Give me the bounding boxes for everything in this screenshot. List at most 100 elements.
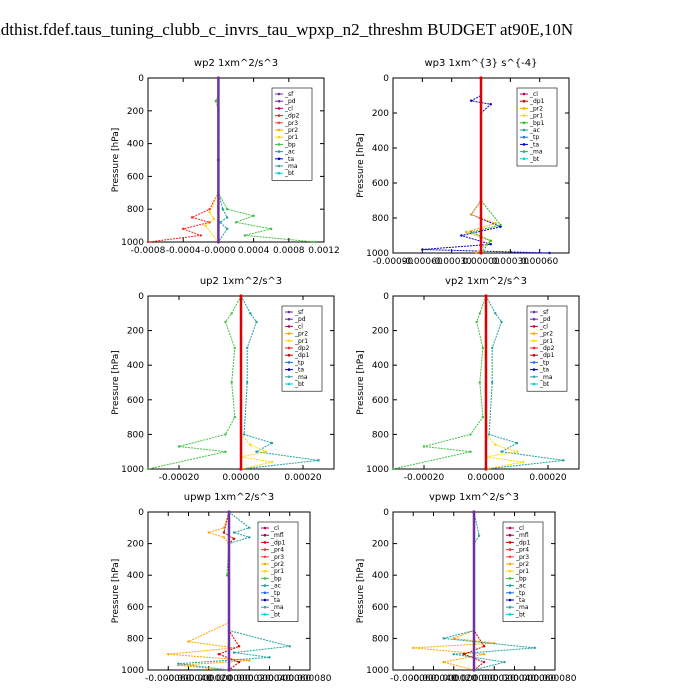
data-point-ac	[242, 433, 246, 436]
legend-label: _bt	[294, 381, 305, 388]
legend-label: _ta	[270, 597, 280, 604]
y-tick-label: 1000	[121, 666, 144, 676]
chart-panel-5: upwp 1xm^2/s^3 Pressure [hPa] 0 200 400 600 80…	[111, 492, 332, 684]
y-tick-label: 1000	[366, 249, 389, 259]
legend-marker	[508, 591, 512, 595]
legend-label: _ta	[539, 367, 549, 374]
legend-label: _bt	[539, 381, 550, 388]
legend-marker	[277, 92, 281, 96]
data-point-pr2	[167, 653, 170, 656]
legend-label: _tp	[270, 590, 280, 597]
y-axis-label: Pressure [hPa]	[111, 350, 121, 415]
legend-label: _ac	[529, 127, 540, 134]
y-tick-label: 1000	[366, 465, 389, 475]
x-tick-label: 0.00020	[529, 473, 566, 483]
legend-marker	[263, 541, 267, 544]
legend-marker	[263, 584, 267, 587]
data-point-dp2	[146, 240, 150, 244]
legend-label: _pr2	[515, 561, 529, 568]
data-point-pr1	[515, 450, 519, 453]
legend-marker	[522, 99, 526, 103]
legend-label: _dp1	[529, 98, 545, 105]
data-point-bp1	[470, 230, 473, 234]
legend-marker	[532, 368, 536, 371]
data-point-pr1	[522, 460, 525, 464]
y-axis-label: Pressure [hPa]	[356, 559, 366, 624]
y-tick-label: 400	[127, 571, 144, 581]
data-point-bp	[252, 214, 255, 217]
series-line-dp2	[147, 78, 219, 243]
legend-marker	[508, 555, 512, 559]
data-point-ac	[232, 651, 236, 654]
data-point-ac	[515, 441, 519, 445]
data-point-bp	[314, 240, 317, 244]
data-point-bp	[478, 312, 481, 315]
y-tick-label: 600	[127, 172, 144, 182]
y-axis-label: Pressure [hPa]	[111, 559, 121, 624]
data-point-bp1	[489, 239, 492, 242]
data-point-pr2	[412, 646, 415, 650]
data-point-bp	[478, 381, 481, 384]
series-line-pr1	[204, 78, 219, 243]
data-point-pr2	[187, 640, 190, 643]
data-point-ac	[503, 660, 506, 664]
legend-marker	[532, 375, 536, 379]
x-tick-label: 0.000080	[534, 674, 577, 684]
x-tick-label: 0.0012	[308, 246, 340, 256]
legend-label: _dp2	[539, 345, 555, 352]
y-tick-label: 200	[372, 327, 389, 337]
data-point-sf	[227, 510, 231, 514]
x-tick-label: 0.000060	[268, 674, 311, 684]
data-point-bp	[224, 320, 227, 324]
data-point-pr2	[248, 659, 251, 662]
legend-marker	[508, 533, 512, 537]
legend-label: _pd	[284, 98, 296, 105]
legend-marker	[522, 143, 526, 146]
legend-label: _tp	[294, 359, 304, 366]
data-point-ac	[226, 216, 229, 219]
data-point-bp	[481, 346, 485, 350]
data-point-bp	[391, 467, 395, 471]
data-point-red_line	[479, 251, 483, 255]
data-point-ac	[270, 441, 274, 445]
legend-label: _bt	[270, 611, 281, 618]
data-point-bp	[177, 445, 181, 448]
x-tick-label: 0.00000	[467, 473, 504, 483]
data-point-bp1	[499, 223, 502, 227]
series-line-ac	[485, 295, 564, 470]
legend-marker	[263, 548, 267, 551]
data-point-dp1	[482, 660, 486, 664]
chart-title: vpwp 1xm^2/s^3	[429, 492, 519, 503]
legend-marker	[287, 382, 291, 386]
data-point-pr2	[482, 653, 486, 656]
data-point-pr2	[465, 230, 468, 234]
data-point-ac	[255, 320, 258, 324]
data-point-bp	[146, 467, 150, 471]
data-point-bp	[230, 312, 233, 315]
data-point-ta	[499, 225, 502, 228]
x-tick-label: 0.00030	[492, 257, 529, 267]
plot-frame	[147, 77, 325, 243]
y-tick-label: 800	[127, 430, 144, 440]
chart-panel-2: wp3 1xm^{3} s^{-4} Pressure [hPa] 0 200 400 6…	[356, 58, 570, 267]
legend-marker	[508, 584, 512, 587]
legend-label: _pr4	[270, 547, 284, 554]
data-point-ac	[248, 536, 251, 539]
data-point-ta	[460, 234, 463, 237]
y-tick-label: 400	[372, 144, 389, 154]
legend-label: _pr1	[270, 568, 284, 575]
legend-label: _ma	[294, 374, 308, 381]
data-point-red_line	[239, 467, 243, 471]
legend-label: _pr2	[270, 561, 284, 568]
legend-marker	[287, 325, 291, 328]
data-point-red_line	[239, 294, 243, 298]
legend-marker	[287, 346, 291, 350]
series-line-bp1	[469, 78, 502, 254]
data-point-dp2	[199, 234, 202, 237]
legend-label: _ma	[270, 604, 284, 611]
y-tick-label: 1000	[366, 666, 389, 676]
legend-label: _dp1	[294, 352, 310, 359]
data-point-bp	[225, 574, 229, 577]
x-tick-label: 0.000000	[208, 674, 251, 684]
legend-marker	[508, 605, 512, 609]
